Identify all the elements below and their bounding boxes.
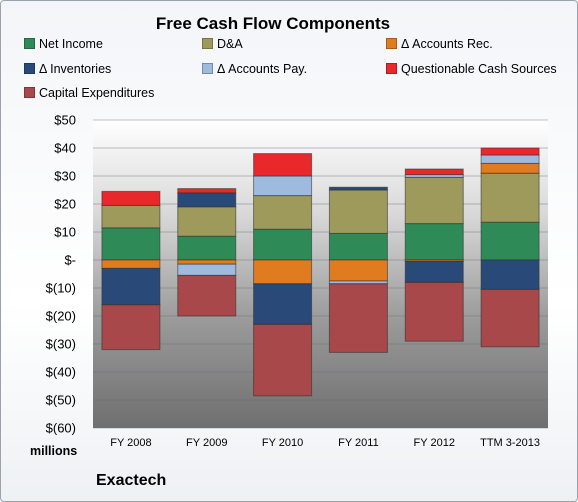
- bar-segment: [253, 228, 313, 261]
- bar-segment: [101, 204, 161, 229]
- legend-label: D&A: [217, 37, 243, 51]
- bar-segment: [480, 259, 540, 290]
- chart-legend: Net Income D&A Δ Accounts Rec. Δ Invento…: [24, 34, 564, 104]
- bar-segment: [177, 263, 237, 276]
- bar-segment: [404, 260, 464, 283]
- legend-label: Δ Accounts Pay.: [217, 62, 308, 76]
- x-tick-label: FY 2009: [186, 437, 227, 449]
- bar-segment: [404, 168, 464, 176]
- bar-segment: [253, 153, 313, 177]
- bar-segment: [253, 259, 313, 285]
- legend-label: Questionable Cash Sources: [401, 62, 557, 76]
- bar-segment: [480, 147, 540, 156]
- legend-item-capex: Capital Expenditures: [24, 86, 154, 100]
- bar-segment: [101, 267, 161, 306]
- bar-segment: [253, 283, 313, 325]
- legend-swatch: [24, 63, 35, 74]
- bar-segment: [480, 288, 540, 348]
- bar-segment: [101, 190, 161, 206]
- legend-item-accounts-rec: Δ Accounts Rec.: [386, 37, 493, 51]
- bar-segment: [404, 176, 464, 225]
- units-label: millions: [30, 444, 78, 458]
- y-tick-label: $10: [54, 225, 76, 240]
- bar-segment: [480, 154, 540, 164]
- y-tick-label: $(50): [46, 393, 76, 408]
- legend-item-questionable-cash: Questionable Cash Sources: [386, 62, 557, 76]
- legend-swatch: [24, 87, 35, 98]
- legend-swatch: [24, 38, 35, 49]
- bar-segment: [177, 259, 237, 265]
- bar-segment: [177, 188, 237, 194]
- bar-segment: [328, 186, 388, 191]
- company-name: Exactech: [96, 472, 167, 489]
- y-tick-label: $(10): [46, 281, 76, 296]
- bar-segment: [253, 323, 313, 397]
- legend-label: Δ Accounts Rec.: [401, 37, 493, 51]
- bar-segment: [480, 221, 540, 261]
- bar-segment: [328, 232, 388, 261]
- chart-title: Free Cash Flow Components: [155, 14, 391, 33]
- y-tick-label: $(60): [46, 421, 76, 436]
- x-tick-label: FY 2011: [338, 437, 379, 449]
- bar-segment: [404, 281, 464, 342]
- bar-segment: [177, 192, 237, 208]
- x-tick-label: TTM 3-2013: [480, 437, 540, 449]
- bar-segment: [328, 189, 388, 234]
- legend-item-accounts-pay: Δ Accounts Pay.: [202, 62, 307, 76]
- bar-segment: [101, 304, 161, 351]
- legend-swatch: [202, 38, 213, 49]
- y-tick-label: $40: [54, 141, 76, 156]
- legend-label: Capital Expenditures: [39, 86, 155, 100]
- x-tick-label: FY 2010: [262, 437, 303, 449]
- legend-label: Net Income: [39, 37, 103, 51]
- x-tick-label: FY 2008: [110, 437, 151, 449]
- y-tick-label: $50: [54, 113, 76, 128]
- x-tick-label: FY 2012: [414, 437, 455, 449]
- bar-segment: [177, 206, 237, 237]
- legend-item-net-income: Net Income: [24, 37, 103, 51]
- y-tick-label: $(30): [46, 337, 76, 352]
- bar-segment: [101, 227, 161, 261]
- y-tick-label: $(20): [46, 309, 76, 324]
- bar-segment: [328, 283, 388, 353]
- bar-segment: [101, 259, 161, 269]
- bar-segment: [253, 195, 313, 230]
- legend-label: Δ Inventories: [39, 62, 112, 76]
- bar-segment: [253, 175, 313, 197]
- legend-item-inventories: Δ Inventories: [24, 62, 111, 76]
- bar-segment: [177, 235, 237, 261]
- legend-swatch: [386, 38, 397, 49]
- y-tick-label: $-: [64, 253, 76, 268]
- bar-segment: [177, 274, 237, 317]
- bar-segment: [328, 259, 388, 282]
- y-tick-label: $20: [54, 197, 76, 212]
- plot-area: [93, 120, 548, 428]
- bar-segment: [404, 223, 464, 261]
- legend-swatch: [386, 63, 397, 74]
- y-tick-label: $30: [54, 169, 76, 184]
- legend-item-da: D&A: [202, 37, 243, 51]
- bar-segment: [480, 172, 540, 223]
- bar-segment: [480, 162, 540, 174]
- legend-swatch: [202, 63, 213, 74]
- y-tick-label: $(40): [46, 365, 76, 380]
